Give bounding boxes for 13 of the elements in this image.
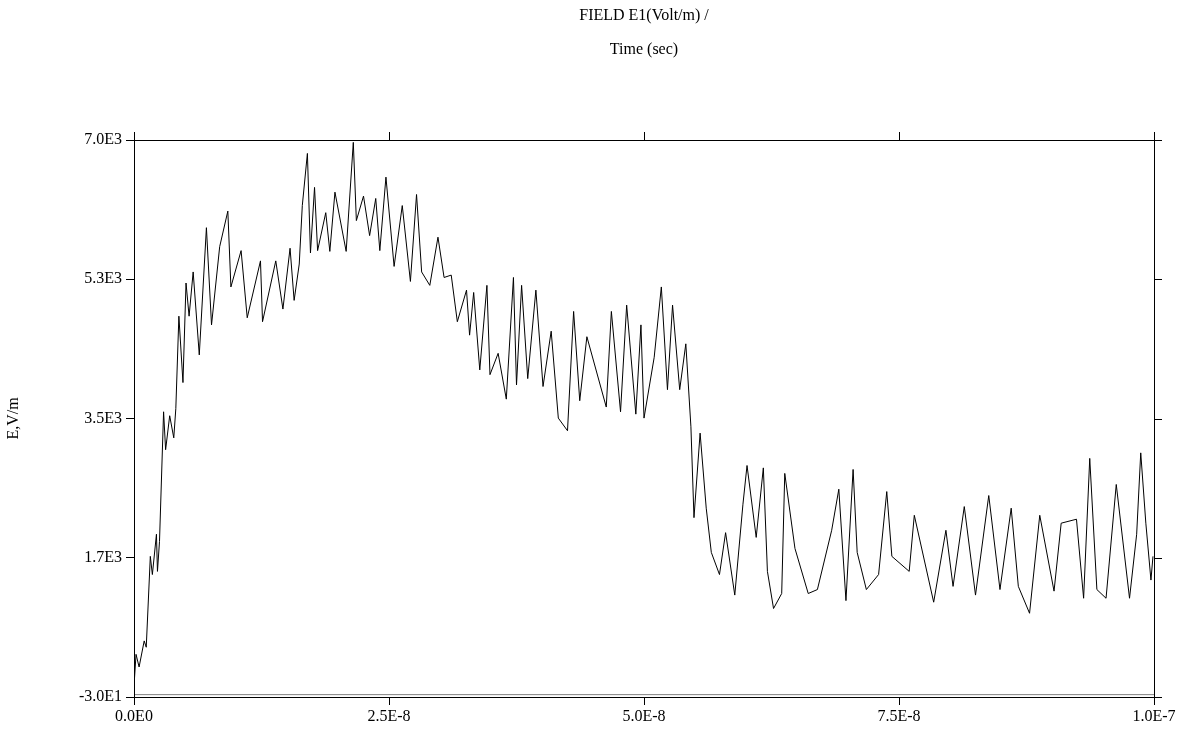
y-tick-label: 3.5E3 [84,408,122,426]
x-tick-label: 1.0E-7 [1132,706,1176,724]
y-tick-label: -3.0E1 [78,687,122,705]
y-tick-label: 7.0E3 [84,130,122,148]
chart-subtitle: Time (sec) [609,40,679,59]
chart-title: FIELD E1(Volt/m) / [579,6,710,25]
x-tick-label: 7.5E-8 [877,706,921,724]
y-tick-label: 5.3E3 [84,269,122,287]
x-tick-label: 5.0E-8 [622,706,666,724]
x-tick-label: 0.0E0 [115,706,153,724]
y-tick-label: 1.7E3 [84,547,122,565]
x-tick-label: 2.5E-8 [367,706,411,724]
y-axis-title: E,V/m [3,396,21,440]
